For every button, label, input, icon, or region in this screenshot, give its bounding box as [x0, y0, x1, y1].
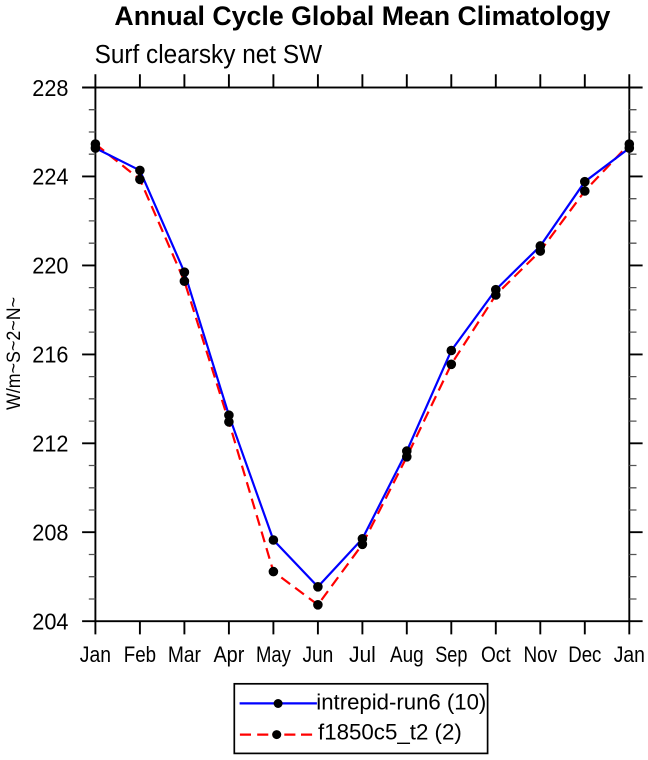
- svg-text:Mar: Mar: [168, 642, 201, 667]
- svg-text:228: 228: [32, 75, 68, 101]
- svg-text:Feb: Feb: [124, 642, 156, 667]
- svg-text:Jan: Jan: [80, 642, 111, 667]
- svg-text:224: 224: [32, 164, 68, 190]
- svg-text:208: 208: [32, 520, 68, 546]
- svg-text:220: 220: [32, 253, 68, 279]
- svg-text:Nov: Nov: [523, 642, 557, 667]
- svg-text:Annual Cycle Global Mean Clima: Annual Cycle Global Mean Climatology: [114, 1, 610, 31]
- svg-text:intrepid-run6 (10): intrepid-run6 (10): [316, 690, 486, 715]
- svg-text:Jun: Jun: [302, 642, 333, 667]
- svg-text:Jul: Jul: [349, 642, 376, 667]
- svg-text:Dec: Dec: [568, 642, 601, 667]
- svg-text:Jan: Jan: [614, 642, 645, 667]
- svg-text:Surf clearsky net SW: Surf clearsky net SW: [95, 39, 323, 69]
- svg-text:Aug: Aug: [390, 642, 424, 667]
- svg-text:f1850c5_t2 (2): f1850c5_t2 (2): [318, 719, 462, 744]
- svg-text:Oct: Oct: [481, 642, 511, 667]
- svg-text:216: 216: [32, 342, 68, 368]
- svg-text:May: May: [256, 642, 291, 667]
- svg-text:204: 204: [32, 609, 68, 635]
- svg-text:Sep: Sep: [435, 642, 467, 667]
- svg-text:W/m~S~2~N~: W/m~S~2~N~: [4, 297, 25, 410]
- svg-text:Apr: Apr: [213, 642, 244, 667]
- svg-text:212: 212: [32, 431, 68, 457]
